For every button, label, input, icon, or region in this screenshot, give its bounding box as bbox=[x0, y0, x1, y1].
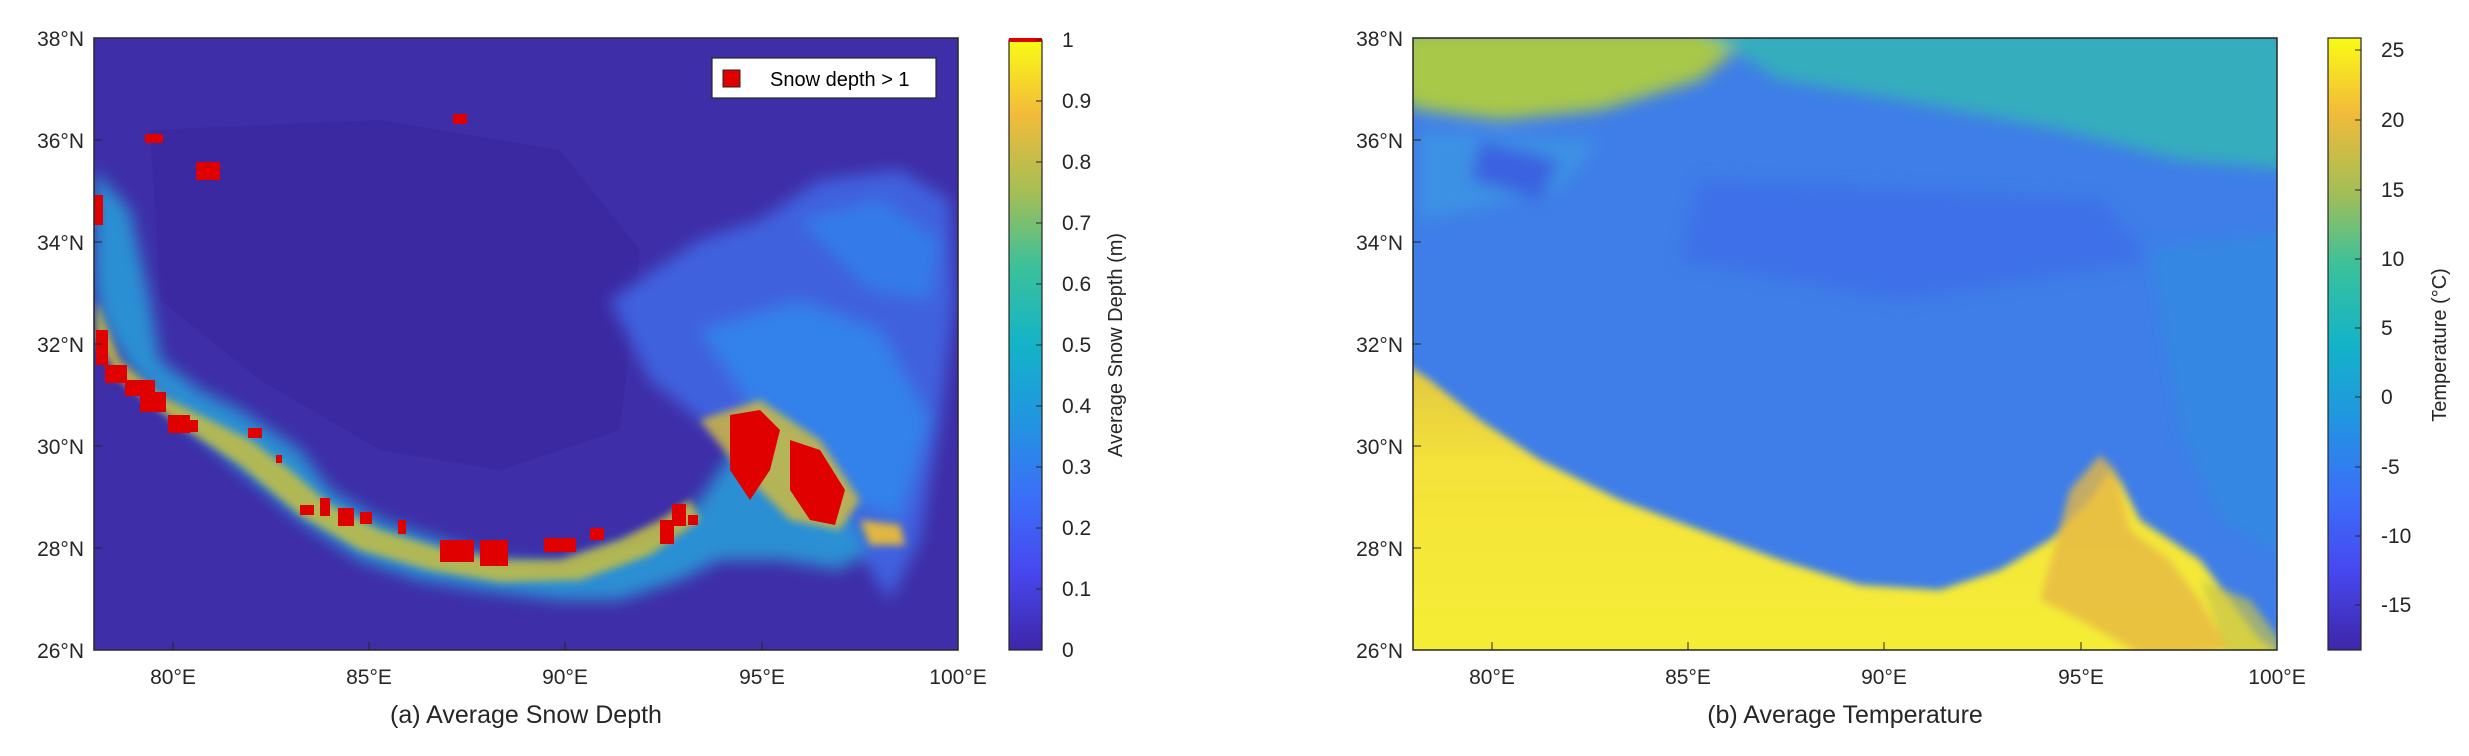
x-tick-label: 90°E bbox=[542, 666, 588, 689]
colorbar-tick: 10 bbox=[2381, 248, 2404, 271]
snow-over-1m-cells bbox=[94, 114, 845, 566]
colorbar-tick: 25 bbox=[2381, 39, 2404, 62]
x-tick-label: 90°E bbox=[1861, 666, 1907, 689]
colorbar-tick: 0.7 bbox=[1062, 212, 1091, 235]
y-tick-label: 28°N bbox=[1356, 538, 1403, 561]
colorbar-tick: 0.1 bbox=[1062, 578, 1091, 601]
colorbar-label: Temperature (°C) bbox=[2429, 268, 2451, 422]
y-axis-b: 38°N 36°N 34°N 32°N 30°N 28°N 26°N bbox=[1356, 28, 1421, 663]
y-tick-label: 36°N bbox=[37, 130, 84, 153]
colorbar-tick: 0.2 bbox=[1062, 517, 1091, 540]
colorbar-tick: 0.6 bbox=[1062, 273, 1091, 296]
x-tick-label: 100°E bbox=[2248, 666, 2305, 689]
panel-caption: (a) Average Snow Depth bbox=[390, 701, 662, 729]
y-tick-label: 34°N bbox=[1356, 232, 1403, 255]
y-tick-label: 26°N bbox=[1356, 640, 1403, 663]
legend-box bbox=[711, 57, 937, 99]
y-tick-label: 32°N bbox=[37, 334, 84, 357]
legend-swatch bbox=[722, 69, 741, 88]
y-tick-label: 26°N bbox=[37, 640, 84, 663]
colorbar-b: 25 20 15 10 5 0 -5 -10 -15 Temperature (… bbox=[2327, 37, 2451, 651]
y-tick-label: 30°N bbox=[37, 436, 84, 459]
y-tick-label: 38°N bbox=[1356, 28, 1403, 51]
colorbar-tick: -10 bbox=[2381, 525, 2411, 548]
x-axis-b: 80°E 85°E 90°E 95°E 100°E bbox=[1469, 642, 2306, 689]
y-tick-label: 38°N bbox=[37, 28, 84, 51]
x-tick-label: 95°E bbox=[739, 666, 785, 689]
panel-caption: (b) Average Temperature bbox=[1707, 701, 1983, 729]
colorbar-tick: 0 bbox=[1062, 639, 1074, 662]
colorbar-tick: 5 bbox=[2381, 317, 2393, 340]
colorbar-tick: -5 bbox=[2381, 456, 2400, 479]
colorbar-tick: 0.9 bbox=[1062, 90, 1091, 113]
x-tick-label: 80°E bbox=[1469, 666, 1515, 689]
y-tick-label: 34°N bbox=[37, 232, 84, 255]
legend-label: Snow depth > 1 bbox=[770, 69, 910, 91]
legend: Snow depth > 1 bbox=[711, 57, 937, 99]
x-tick-label: 80°E bbox=[150, 666, 196, 689]
colorbar-tick: 0.5 bbox=[1062, 334, 1091, 357]
colorbar-tick: 0.3 bbox=[1062, 456, 1091, 479]
colorbar-a: 1 0.9 0.8 0.7 0.6 0.5 0.4 0.3 0.2 0.1 0 … bbox=[1008, 29, 1127, 662]
colorbar-red-cap bbox=[1009, 38, 1042, 42]
y-tick-label: 28°N bbox=[37, 538, 84, 561]
y-tick-label: 32°N bbox=[1356, 334, 1403, 357]
x-tick-label: 85°E bbox=[346, 666, 392, 689]
x-tick-label: 85°E bbox=[1665, 666, 1711, 689]
colorbar-gradient bbox=[2327, 37, 2362, 651]
x-tick-label: 95°E bbox=[2058, 666, 2104, 689]
snow-depth-map: Snow depth > 1 38°N 36°N 34°N 32°N 30°N … bbox=[37, 28, 1127, 729]
temperature-map: 38°N 36°N 34°N 32°N 30°N 28°N 26°N 80°E … bbox=[1356, 28, 2451, 729]
colorbar-tick: 15 bbox=[2381, 179, 2404, 202]
colorbar-tick: 20 bbox=[2381, 109, 2404, 132]
colorbar-tick: 0 bbox=[2381, 386, 2393, 409]
colorbar-tick: 1 bbox=[1062, 29, 1074, 52]
colorbar-tick: -15 bbox=[2381, 594, 2411, 617]
x-tick-label: 100°E bbox=[929, 666, 986, 689]
colorbar-label: Average Snow Depth (m) bbox=[1105, 233, 1127, 457]
y-axis-a: 38°N 36°N 34°N 32°N 30°N 28°N 26°N bbox=[37, 28, 102, 663]
colorbar-tick: 0.4 bbox=[1062, 395, 1092, 418]
colorbar-tick: 0.8 bbox=[1062, 151, 1091, 174]
y-tick-label: 36°N bbox=[1356, 130, 1403, 153]
y-tick-label: 30°N bbox=[1356, 436, 1403, 459]
x-axis-a: 80°E 85°E 90°E 95°E 100°E bbox=[150, 642, 987, 689]
